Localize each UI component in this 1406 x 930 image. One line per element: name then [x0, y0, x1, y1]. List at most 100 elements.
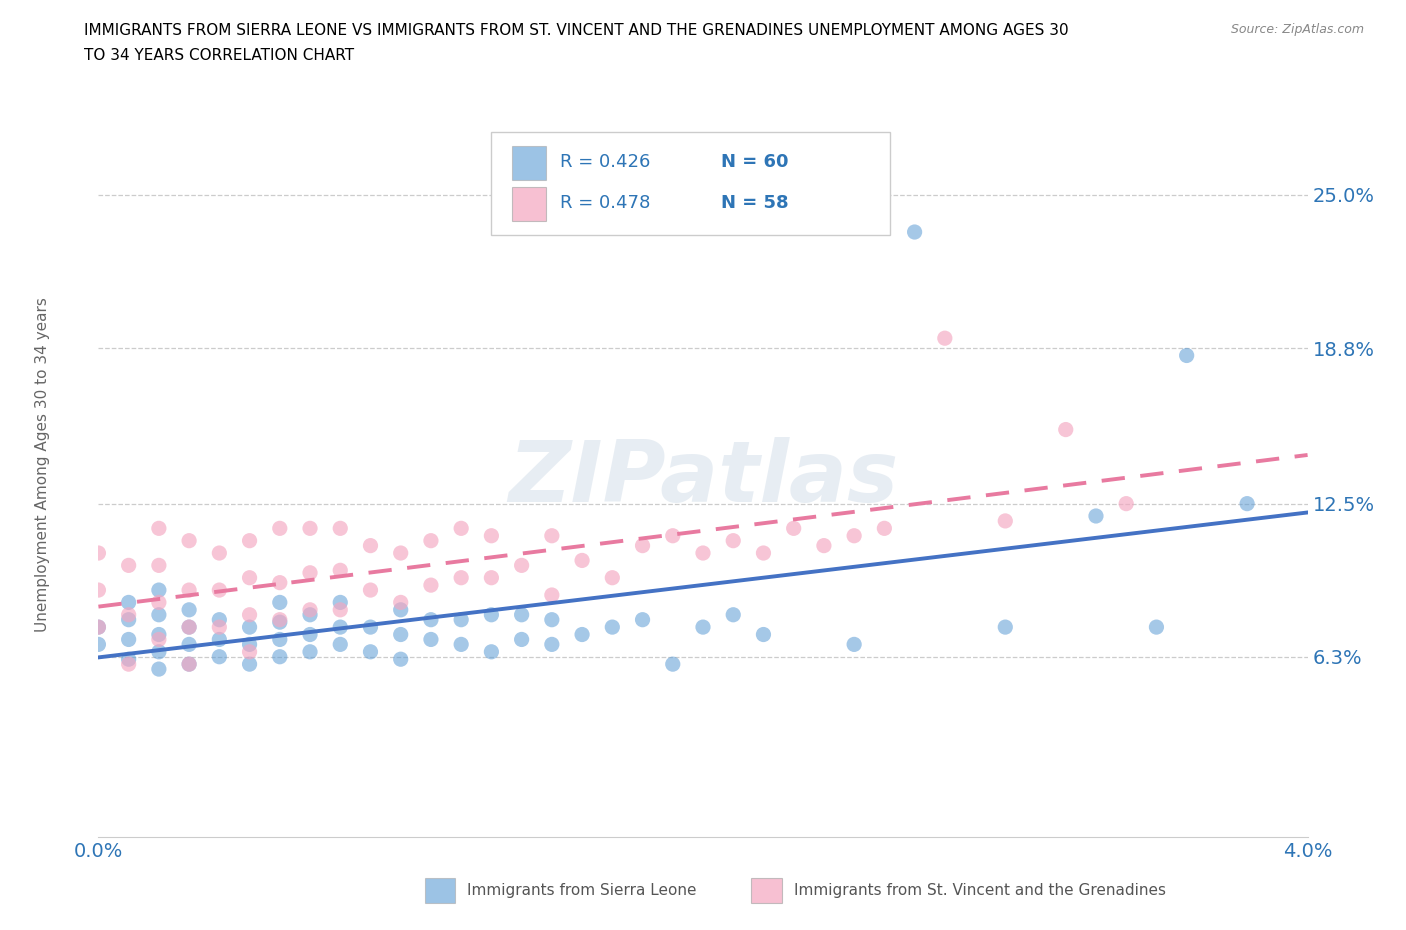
Point	[481, 607, 503, 622]
Point	[208, 632, 231, 647]
Point	[208, 546, 231, 561]
Point	[148, 582, 170, 597]
Point	[269, 595, 291, 610]
FancyBboxPatch shape	[512, 146, 546, 180]
Text: Source: ZipAtlas.com: Source: ZipAtlas.com	[1230, 23, 1364, 36]
Point	[118, 595, 141, 610]
Point	[148, 644, 170, 659]
Point	[540, 528, 562, 543]
Point	[389, 546, 412, 561]
Point	[723, 533, 745, 548]
Point	[148, 661, 170, 676]
Point	[208, 649, 231, 664]
Point	[269, 576, 291, 591]
Point	[360, 582, 382, 597]
Point	[87, 619, 110, 634]
Text: IMMIGRANTS FROM SIERRA LEONE VS IMMIGRANTS FROM ST. VINCENT AND THE GRENADINES U: IMMIGRANTS FROM SIERRA LEONE VS IMMIGRAN…	[84, 23, 1069, 38]
Point	[420, 612, 443, 627]
Point	[87, 582, 110, 597]
Point	[299, 627, 322, 642]
Point	[1054, 422, 1077, 437]
Point	[450, 521, 472, 536]
Point	[269, 632, 291, 647]
Point	[602, 570, 624, 585]
Point	[360, 619, 382, 634]
Point	[994, 513, 1017, 528]
Point	[450, 637, 472, 652]
Point	[118, 612, 141, 627]
Point	[148, 521, 170, 536]
Point	[148, 627, 170, 642]
Point	[631, 612, 654, 627]
Point	[239, 657, 262, 671]
Text: N = 60: N = 60	[721, 153, 789, 171]
Point	[510, 632, 533, 647]
Point	[179, 619, 201, 634]
Point	[179, 603, 201, 618]
Point	[1146, 619, 1168, 634]
Point	[631, 538, 654, 553]
Point	[299, 603, 322, 618]
Point	[148, 558, 170, 573]
Point	[692, 546, 714, 561]
Point	[481, 644, 503, 659]
FancyBboxPatch shape	[751, 878, 782, 903]
Point	[844, 528, 866, 543]
Point	[481, 528, 503, 543]
Point	[329, 619, 352, 634]
Point	[87, 546, 110, 561]
Point	[239, 644, 262, 659]
Point	[571, 627, 593, 642]
Point	[661, 528, 683, 543]
Point	[723, 607, 745, 622]
Point	[269, 521, 291, 536]
Point	[299, 521, 322, 536]
Point	[118, 652, 141, 667]
Text: Immigrants from Sierra Leone: Immigrants from Sierra Leone	[467, 884, 697, 898]
Point	[118, 632, 141, 647]
Point	[299, 607, 322, 622]
Point	[540, 588, 562, 603]
Point	[299, 565, 322, 580]
Point	[87, 637, 110, 652]
Point	[118, 607, 141, 622]
Point	[1115, 497, 1137, 512]
Point	[571, 553, 593, 568]
Point	[299, 644, 322, 659]
Point	[389, 627, 412, 642]
Point	[239, 637, 262, 652]
Point	[329, 595, 352, 610]
Point	[1236, 497, 1258, 512]
Point	[873, 521, 896, 536]
Text: Unemployment Among Ages 30 to 34 years: Unemployment Among Ages 30 to 34 years	[35, 298, 49, 632]
Point	[510, 558, 533, 573]
Point	[752, 627, 775, 642]
Point	[208, 612, 231, 627]
Point	[329, 637, 352, 652]
Point	[360, 538, 382, 553]
Point	[179, 619, 201, 634]
Point	[208, 619, 231, 634]
Point	[813, 538, 835, 553]
Text: R = 0.426: R = 0.426	[561, 153, 651, 171]
Point	[420, 578, 443, 592]
FancyBboxPatch shape	[492, 132, 890, 235]
Point	[692, 619, 714, 634]
Point	[540, 612, 562, 627]
Point	[934, 331, 956, 346]
Point	[510, 607, 533, 622]
Point	[329, 563, 352, 578]
Point	[239, 619, 262, 634]
Point	[269, 612, 291, 627]
Point	[269, 615, 291, 630]
Point	[752, 546, 775, 561]
Point	[118, 558, 141, 573]
Point	[602, 619, 624, 634]
Point	[1085, 509, 1108, 524]
Point	[148, 632, 170, 647]
Text: TO 34 YEARS CORRELATION CHART: TO 34 YEARS CORRELATION CHART	[84, 48, 354, 63]
Point	[179, 582, 201, 597]
Point	[179, 533, 201, 548]
Point	[904, 224, 927, 239]
Point	[661, 657, 683, 671]
